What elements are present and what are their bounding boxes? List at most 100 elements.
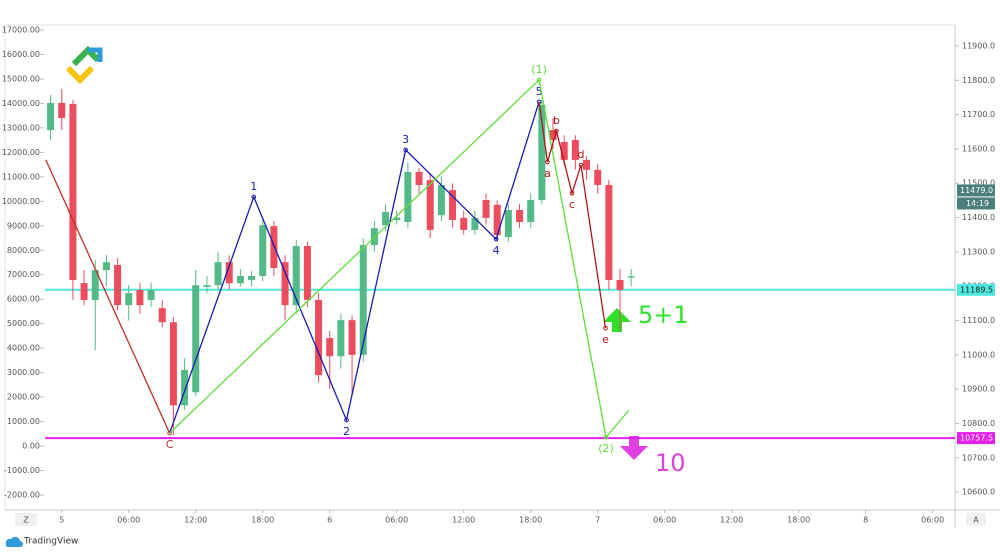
y-tick-label: 10900.0: [962, 385, 995, 394]
x-tick-label: 18:00: [787, 516, 810, 525]
candle-body: [571, 139, 579, 160]
candle-body: [192, 285, 200, 393]
candle-body: [437, 184, 445, 216]
wave-label: 4: [493, 244, 500, 257]
wave-line: [168, 101, 540, 434]
y2-tick-label: 15000.00: [2, 74, 40, 83]
candle-body: [516, 210, 524, 223]
y-tick-label: 11900.0: [962, 41, 995, 50]
candle-body: [504, 210, 512, 238]
brand-name: TradingView: [23, 537, 78, 547]
candle-body: [281, 262, 289, 306]
candle-body: [225, 262, 233, 284]
candle-body: [158, 308, 166, 323]
annotation: 5+1: [638, 301, 689, 329]
wave-label: 3: [402, 133, 409, 146]
y2-tick-label: 2000.00: [7, 393, 40, 402]
wave-label: e: [602, 333, 609, 346]
countdown-label: 14:19: [966, 199, 989, 208]
x-tick-label: 06:00: [117, 516, 140, 525]
y-tick-label: 11300.0: [962, 247, 995, 256]
candle-body: [236, 275, 244, 284]
y2-tick-label: 8000.00: [7, 246, 40, 255]
price-tag: [957, 432, 995, 445]
wave-line: [538, 101, 607, 329]
candle-body: [114, 264, 122, 306]
logo: [65, 45, 103, 85]
y2-tick-label: -1000.00: [4, 466, 40, 475]
candle-body: [616, 280, 624, 290]
candle-body: [292, 246, 300, 306]
candle-body: [471, 217, 479, 230]
wave-label: (1): [531, 63, 547, 76]
candle-body: [348, 320, 356, 355]
candle-body: [493, 204, 501, 236]
scale-button[interactable]: [15, 513, 37, 526]
candle-body: [605, 184, 613, 281]
scale-button[interactable]: [966, 513, 986, 526]
y2-tick-label: 14000.00: [2, 99, 40, 108]
y-tick-label: 10600.0: [962, 488, 995, 497]
up-arrow: [603, 308, 631, 332]
wave-point: [554, 128, 559, 134]
candle-body: [393, 217, 401, 220]
y2-tick-label: 16000.00: [2, 50, 40, 59]
logo-part: [65, 65, 95, 85]
x-tick-label: 6: [327, 516, 332, 525]
candle-body: [359, 245, 367, 355]
price-tag-label: 11479.0: [960, 186, 993, 195]
candle-body: [538, 104, 546, 201]
candle-body: [58, 102, 66, 119]
candle-body: [449, 190, 457, 220]
x-tick-label: 12:00: [452, 516, 475, 525]
countdown-tag: [957, 197, 995, 210]
x-tick-label: 8: [863, 516, 868, 525]
candle-body: [527, 200, 535, 223]
y-tick-label: 11600.0: [962, 144, 995, 153]
y-tick-label: 11500.0: [962, 179, 995, 188]
wave-point: [251, 194, 257, 200]
wave-point: [536, 77, 542, 83]
x-tick-label: 5: [59, 516, 64, 525]
wave-point: [578, 162, 584, 168]
scale-button-label[interactable]: Z: [23, 516, 29, 525]
candle-body: [147, 289, 155, 300]
y2-tick-label: 5000.00: [7, 319, 40, 328]
y2-tick-label: 11000.00: [2, 172, 40, 181]
candle-body: [203, 285, 211, 287]
y2-tick-label: 3000.00: [7, 368, 40, 377]
candle-body: [337, 320, 345, 357]
wave-point: [603, 325, 608, 331]
wave-point: [344, 417, 349, 423]
candle-body: [181, 369, 189, 406]
candle-body: [214, 262, 222, 286]
scale-button-label[interactable]: A: [973, 516, 979, 525]
candle-body: [125, 293, 133, 306]
y2-tick-label: 6000.00: [7, 295, 40, 304]
candle-body: [80, 283, 88, 300]
y2-tick-label: 4000.00: [7, 344, 40, 353]
x-tick-label: 18:00: [251, 516, 274, 525]
y-tick-label: 11100.0: [962, 316, 995, 325]
price-tag: [957, 283, 995, 296]
wave-point: [403, 147, 408, 153]
candle-body: [594, 169, 602, 185]
x-tick-label: 7: [595, 516, 600, 525]
candle-body: [549, 130, 557, 140]
candle-body: [426, 180, 434, 230]
wave-label: C: [166, 438, 174, 451]
x-tick-label: 06:00: [921, 516, 944, 525]
price-tag-label: 11189.5: [960, 285, 993, 294]
candle-body: [69, 103, 77, 281]
y2-tick-label: 13000.00: [2, 123, 40, 132]
wave-label: 5: [536, 85, 543, 98]
annotation: 10: [655, 449, 686, 477]
wave-point: [493, 236, 499, 242]
wave-label: a: [544, 167, 551, 180]
x-tick-label: 06:00: [653, 516, 676, 525]
candle-body: [259, 225, 267, 276]
candle-body: [136, 289, 144, 306]
y2-tick-label: 1000.00: [7, 417, 40, 426]
